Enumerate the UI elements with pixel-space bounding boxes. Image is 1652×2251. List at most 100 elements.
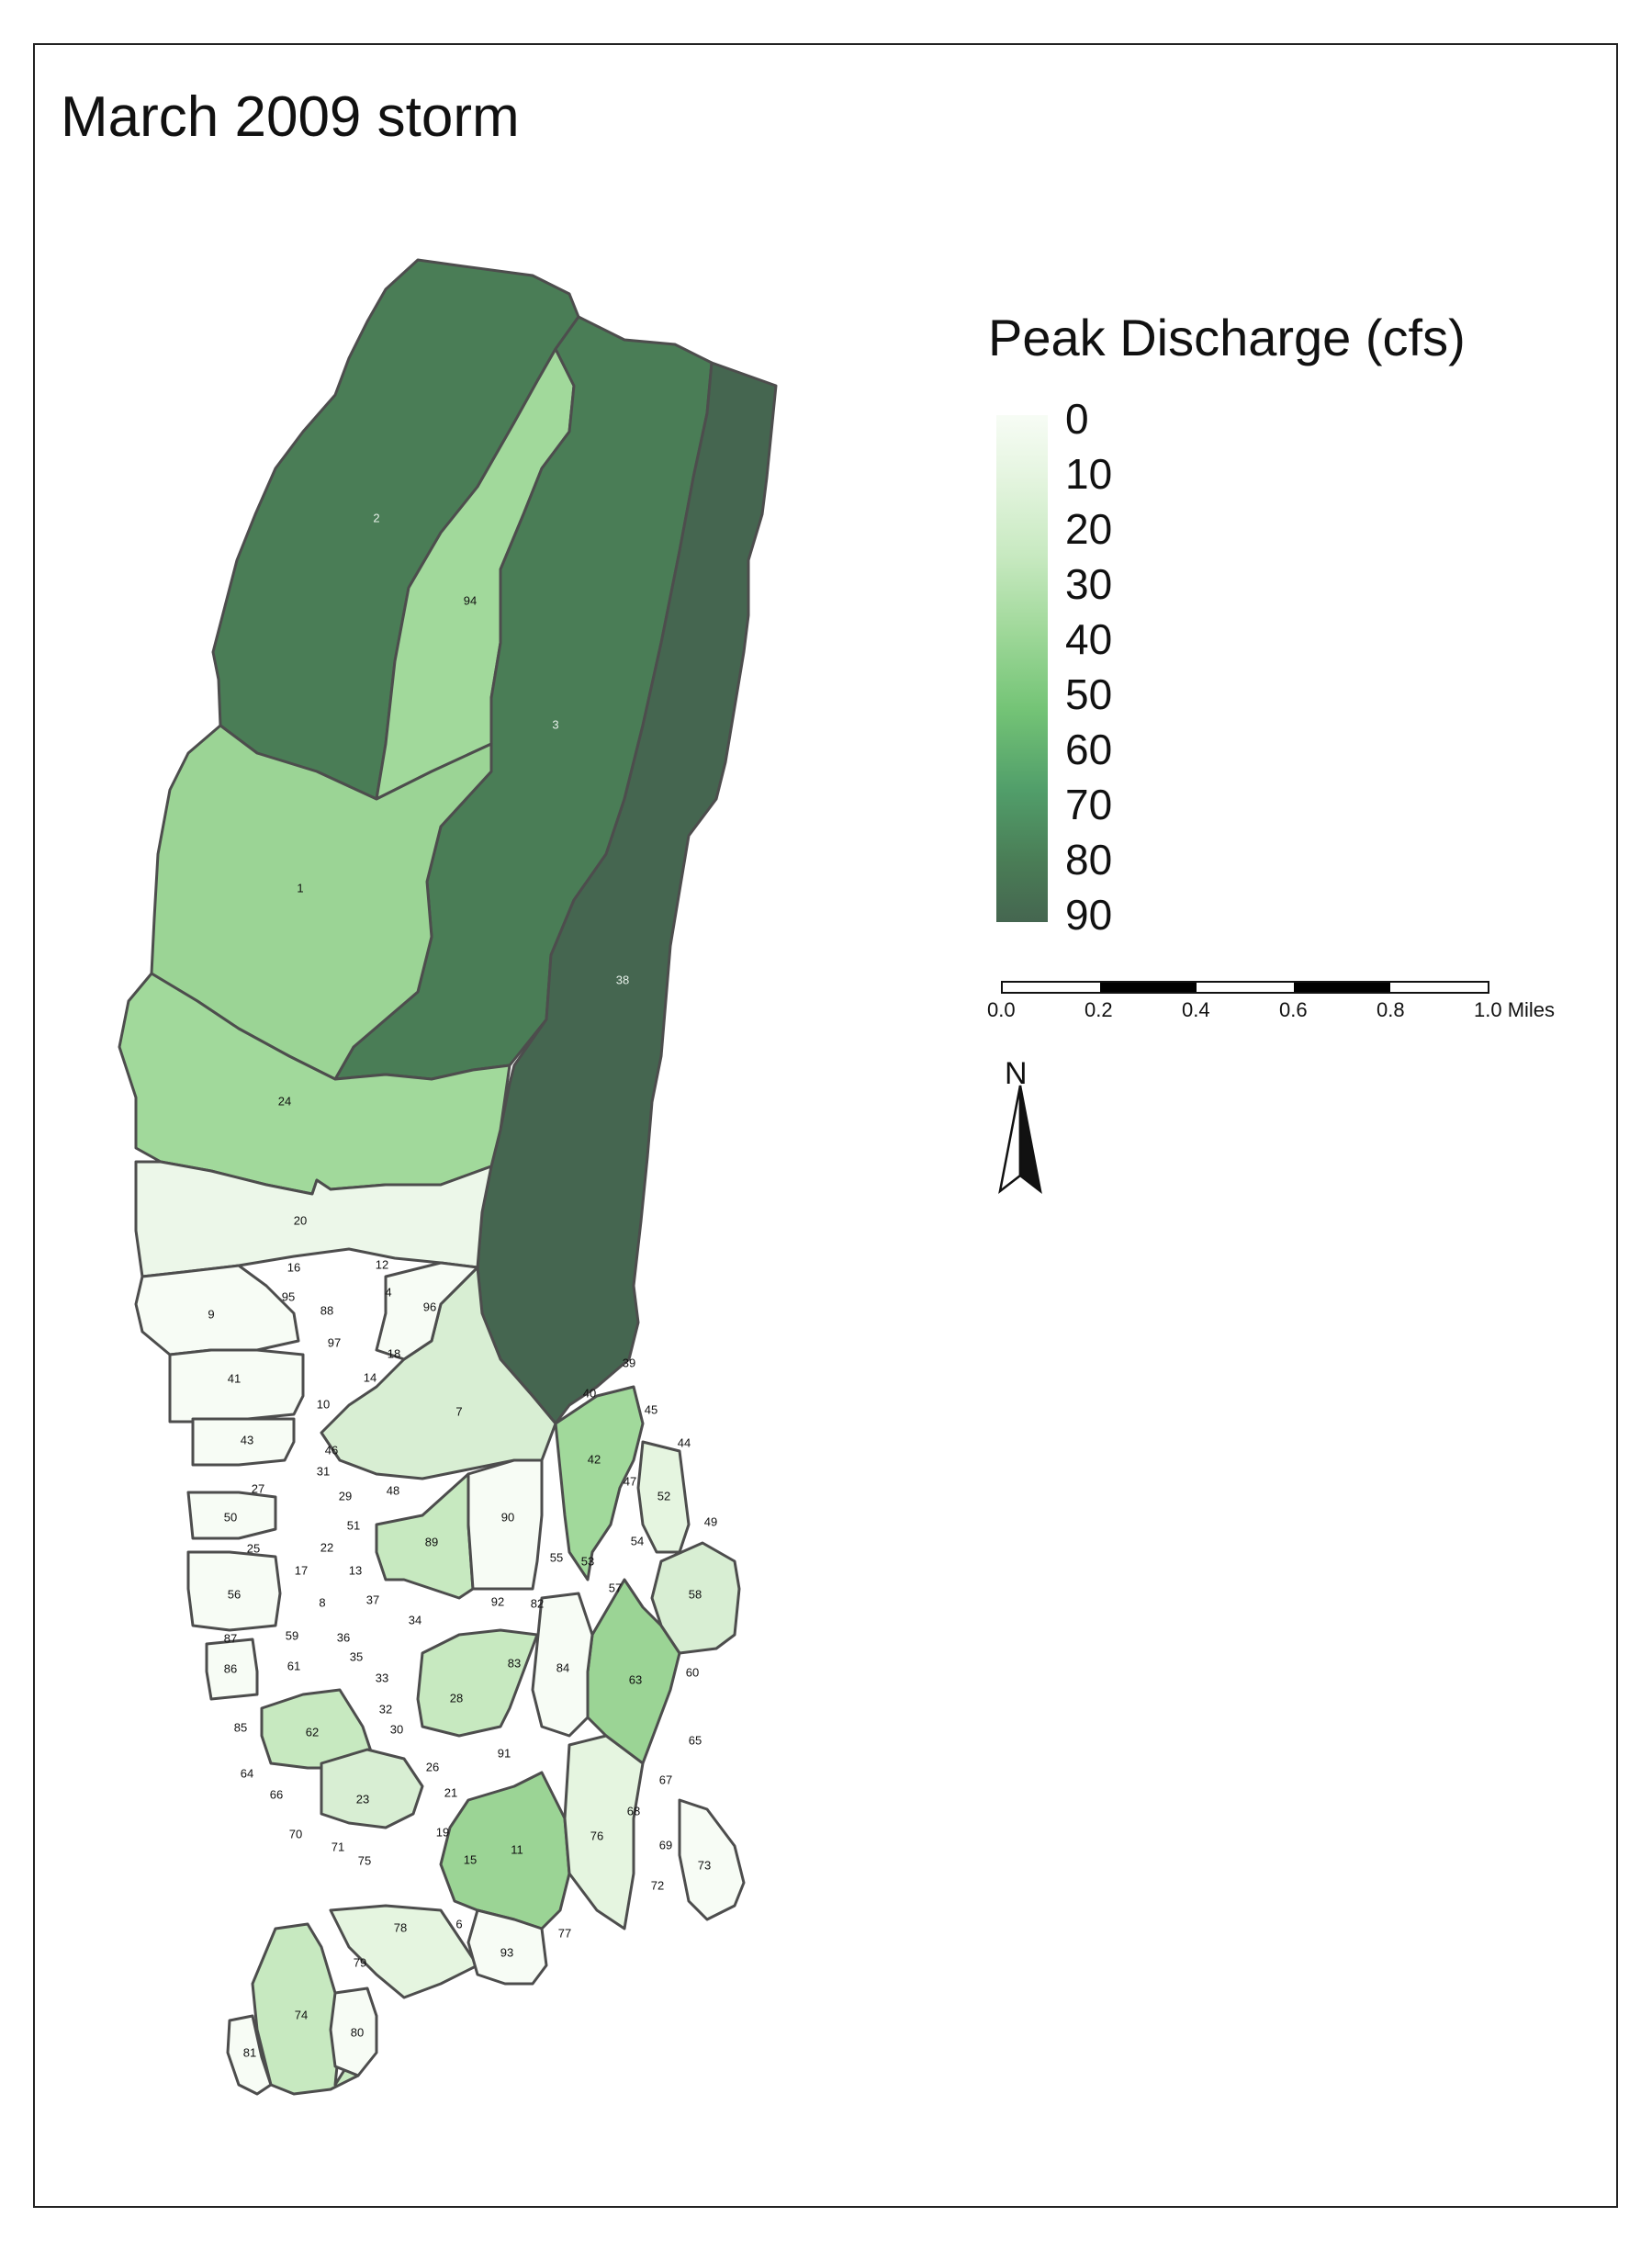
label-90: 90 (501, 1510, 514, 1524)
label-46: 46 (325, 1443, 338, 1457)
label-53: 53 (581, 1554, 594, 1568)
label-22: 22 (320, 1540, 333, 1554)
subbasin-81[interactable] (226, 2014, 273, 2096)
label-50: 50 (224, 1510, 237, 1524)
label-24: 24 (278, 1094, 291, 1108)
legend-color-ramp (996, 415, 1048, 922)
label-63: 63 (629, 1672, 642, 1686)
subbasin-78[interactable] (329, 1904, 479, 1999)
label-76: 76 (590, 1829, 603, 1842)
label-75: 75 (358, 1853, 371, 1867)
label-39: 39 (623, 1356, 635, 1369)
scale-label-0: 0.0 (987, 998, 1016, 1021)
subbasin-38[interactable] (476, 361, 778, 1425)
label-68: 68 (627, 1804, 640, 1818)
label-30: 30 (390, 1722, 403, 1736)
subbasin-80[interactable] (329, 1987, 378, 2077)
label-33: 33 (376, 1671, 388, 1684)
label-93: 93 (500, 1945, 513, 1959)
map-frame (33, 43, 1618, 2208)
label-56: 56 (228, 1587, 241, 1601)
subbasin-23[interactable] (320, 1748, 424, 1829)
label-54: 54 (631, 1534, 644, 1548)
subbasin-11[interactable] (439, 1771, 571, 1930)
label-65: 65 (689, 1733, 702, 1747)
label-88: 88 (320, 1303, 333, 1317)
label-81: 81 (243, 2045, 256, 2059)
label-43: 43 (241, 1433, 253, 1446)
legend-label-90: 90 (1065, 891, 1113, 939)
subbasin-76[interactable] (563, 1734, 645, 1930)
subbasin-58[interactable] (650, 1541, 741, 1655)
label-83: 83 (508, 1656, 521, 1670)
label-61: 61 (287, 1659, 300, 1672)
scale-bar (1001, 981, 1489, 994)
label-14: 14 (364, 1370, 376, 1384)
north-label: N (1005, 1056, 1028, 1091)
label-48: 48 (387, 1483, 399, 1497)
label-47: 47 (624, 1474, 636, 1488)
label-96: 96 (423, 1300, 436, 1313)
north-arrow-icon (998, 1085, 1042, 1195)
scale-label-0-6: 0.6 (1279, 998, 1308, 1021)
label-66: 66 (270, 1787, 283, 1801)
label-89: 89 (425, 1535, 438, 1548)
label-28: 28 (450, 1691, 463, 1705)
label-78: 78 (394, 1920, 407, 1934)
subbasin-41[interactable] (168, 1348, 305, 1424)
subbasin-86[interactable] (205, 1638, 259, 1701)
label-12: 12 (376, 1257, 388, 1271)
label-62: 62 (306, 1725, 319, 1739)
subbasin-52[interactable] (636, 1440, 691, 1554)
label-67: 67 (659, 1773, 672, 1786)
label-73: 73 (698, 1858, 711, 1872)
label-13: 13 (349, 1563, 362, 1577)
legend-label-60: 60 (1065, 726, 1113, 773)
subbasin-89[interactable] (375, 1472, 475, 1600)
label-23: 23 (356, 1792, 369, 1806)
label-40: 40 (583, 1386, 596, 1400)
label-58: 58 (689, 1587, 702, 1601)
label-42: 42 (588, 1452, 601, 1466)
subbasin-84[interactable] (531, 1592, 594, 1738)
subbasin-56[interactable] (186, 1550, 282, 1632)
label-26: 26 (426, 1760, 439, 1773)
label-79: 79 (354, 1955, 366, 1969)
label-6: 6 (455, 1917, 462, 1930)
label-8: 8 (319, 1595, 325, 1609)
label-16: 16 (287, 1260, 300, 1274)
subbasin-96[interactable] (375, 1261, 479, 1361)
label-15: 15 (464, 1852, 477, 1866)
label-32: 32 (379, 1702, 392, 1716)
label-92: 92 (491, 1594, 504, 1608)
label-64: 64 (241, 1766, 253, 1780)
label-31: 31 (317, 1464, 330, 1478)
subbasin-42[interactable] (554, 1385, 645, 1581)
subbasin-9[interactable] (134, 1264, 300, 1356)
legend-label-50: 50 (1065, 670, 1113, 718)
subbasin-73[interactable] (678, 1798, 746, 1921)
subbasin-28[interactable] (416, 1628, 539, 1738)
label-85: 85 (234, 1720, 247, 1734)
label-20: 20 (294, 1213, 307, 1227)
scale-label-0-8: 0.8 (1377, 998, 1405, 1021)
label-97: 97 (328, 1335, 341, 1349)
label-52: 52 (657, 1489, 670, 1503)
legend-label-40: 40 (1065, 615, 1113, 663)
scale-label-1-0-miles: 1.0 Miles (1474, 998, 1556, 1021)
label-82: 82 (531, 1596, 544, 1610)
subbasin-93[interactable] (466, 1908, 548, 1986)
label-94: 94 (464, 593, 477, 607)
label-86: 86 (224, 1661, 237, 1675)
label-9: 9 (208, 1307, 214, 1321)
subbasin-90[interactable] (466, 1458, 544, 1591)
label-74: 74 (295, 2008, 308, 2021)
label-38: 38 (616, 973, 629, 986)
label-44: 44 (678, 1435, 691, 1449)
label-71: 71 (332, 1840, 344, 1853)
subbasin-43[interactable] (191, 1417, 296, 1467)
subbasin-50[interactable] (186, 1491, 277, 1540)
label-51: 51 (347, 1518, 360, 1532)
subbasin-1[interactable] (150, 724, 493, 1081)
